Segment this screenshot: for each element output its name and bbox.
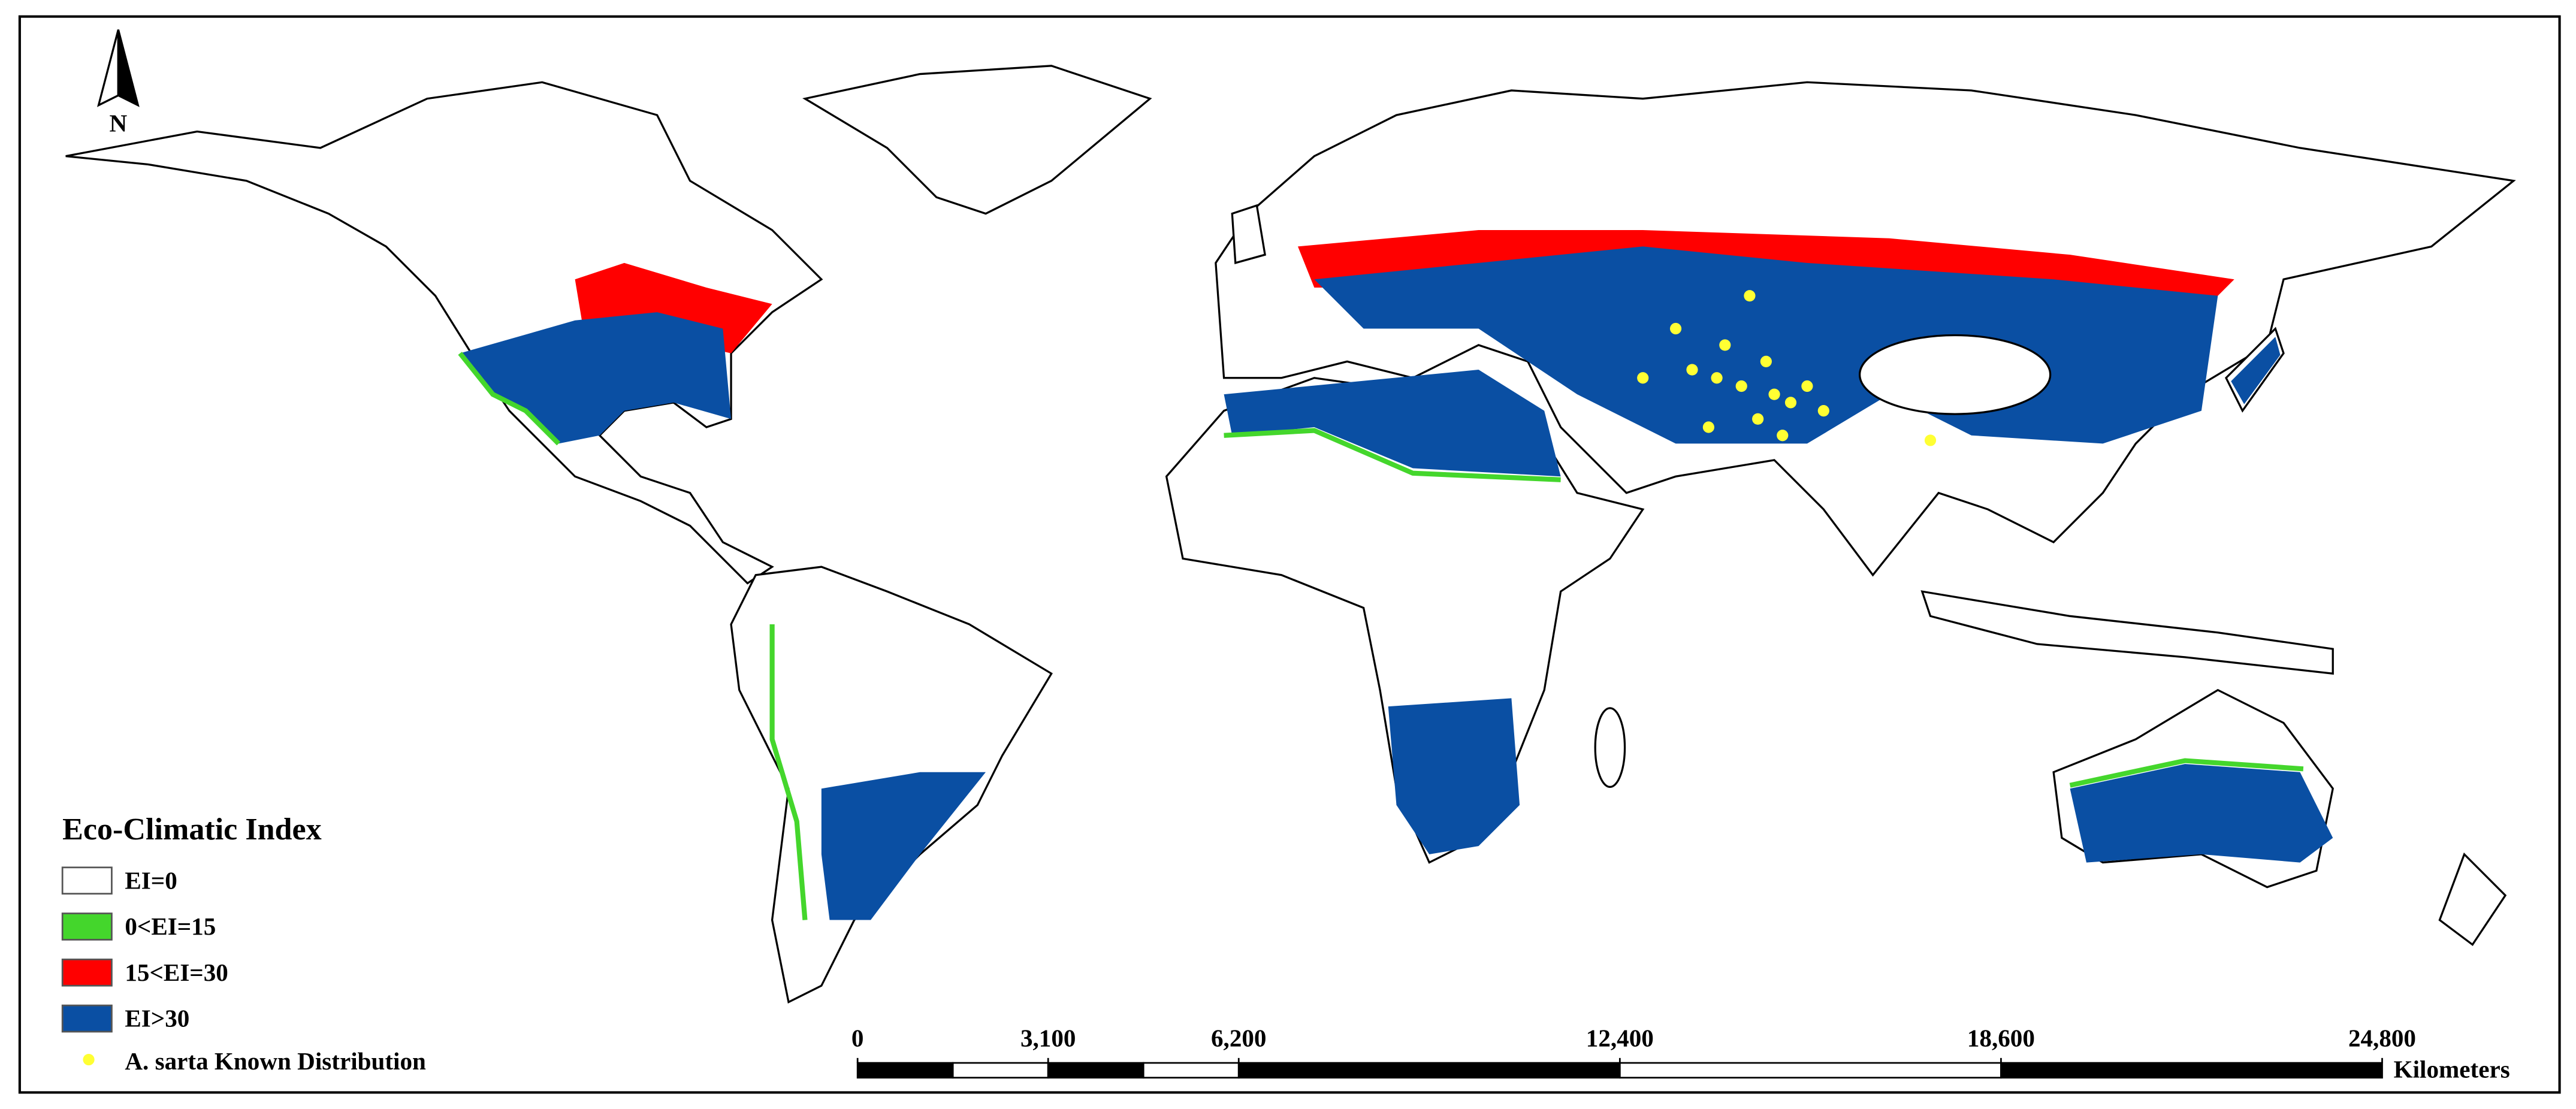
legend-label: A. sarta Known Distribution xyxy=(125,1047,426,1075)
point xyxy=(1711,372,1723,384)
madagascar xyxy=(1594,707,1626,788)
zone-nafrica-edge xyxy=(1224,428,1561,482)
legend-title: Eco-Climatic Index xyxy=(62,812,322,847)
scale-bar: 0 3,100 6,200 12,400 18,600 24,800 Kilometers xyxy=(851,1025,2510,1083)
point xyxy=(1784,397,1797,409)
north-label: N xyxy=(110,110,128,137)
scale-segment xyxy=(2000,1062,2383,1079)
scale-segment xyxy=(1142,1062,1240,1079)
scale-segment xyxy=(1237,1062,1621,1079)
legend-swatch xyxy=(61,866,113,895)
point xyxy=(1686,364,1698,376)
point xyxy=(1801,380,1813,392)
legend-swatch xyxy=(61,1004,113,1033)
new-zealand xyxy=(2438,852,2507,947)
legend-point xyxy=(83,1053,95,1066)
scale-label: 3,100 xyxy=(1020,1025,1076,1052)
zone-safrica-blue xyxy=(1388,698,1520,854)
point xyxy=(1719,339,1731,351)
legend-label: EI>30 xyxy=(125,1005,189,1032)
zone-nafrica-blue xyxy=(1224,370,1561,477)
point xyxy=(1760,355,1772,367)
greenland xyxy=(802,65,1152,215)
point xyxy=(1777,430,1789,442)
scale-label: 12,400 xyxy=(1586,1025,1654,1052)
point xyxy=(1744,290,1756,302)
scale-label: 24,800 xyxy=(2348,1025,2416,1052)
zone-sa-edge xyxy=(769,624,808,920)
scale-label: 6,200 xyxy=(1211,1025,1267,1052)
britain xyxy=(1231,204,1266,264)
zone-au-blue xyxy=(2070,764,2333,863)
point xyxy=(1637,372,1649,384)
legend-swatch xyxy=(61,912,113,941)
zone-japan-blue xyxy=(2231,337,2281,404)
scale-segment xyxy=(1047,1062,1144,1079)
scale-unit: Kilometers xyxy=(2394,1056,2510,1083)
scale-label: 18,600 xyxy=(1967,1025,2035,1052)
point xyxy=(1735,380,1747,392)
scale-segment xyxy=(1618,1062,2002,1079)
zone-sa-blue xyxy=(821,772,986,920)
point xyxy=(1702,421,1714,433)
zone-au-edge xyxy=(2069,758,2304,788)
point xyxy=(1817,405,1829,417)
legend-swatch xyxy=(61,958,113,987)
point xyxy=(1768,388,1780,400)
legend: Eco-Climatic Index EI=0 0<EI=15 15<EI=30 EI… xyxy=(61,812,426,1075)
scale-segment xyxy=(952,1062,1049,1079)
scale-segment xyxy=(856,1062,954,1079)
suitability-zones xyxy=(458,230,2333,920)
legend-label: EI=0 xyxy=(125,866,177,894)
arrow-right xyxy=(117,29,140,107)
north-america xyxy=(65,81,823,585)
scale-label: 0 xyxy=(851,1025,864,1052)
point xyxy=(1752,413,1764,425)
legend-label: 15<EI=30 xyxy=(125,959,228,986)
known-distribution xyxy=(1637,290,1937,446)
tibet-unsuitable xyxy=(1858,334,2052,415)
point xyxy=(1669,322,1682,335)
legend-label: 0<EI=15 xyxy=(125,912,216,940)
indonesia xyxy=(1920,590,2334,675)
north-arrow: N xyxy=(96,29,140,137)
zone-na-edge xyxy=(458,352,561,446)
point xyxy=(1924,434,1937,446)
